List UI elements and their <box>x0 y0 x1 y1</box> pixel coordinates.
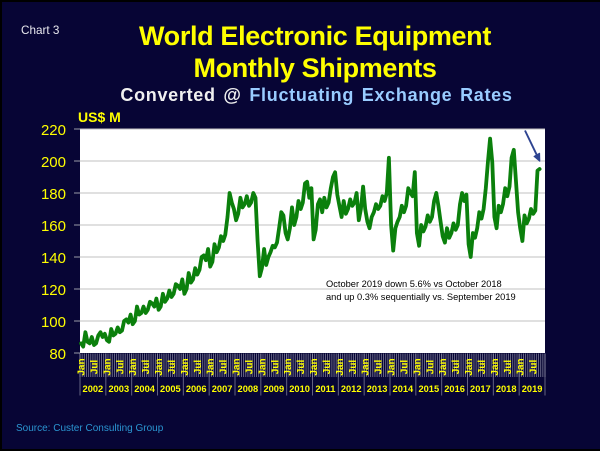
svg-text:Jul: Jul <box>400 360 411 375</box>
svg-text:Jan: Jan <box>206 358 217 375</box>
svg-text:Jan: Jan <box>387 358 398 375</box>
svg-text:2002: 2002 <box>83 384 104 394</box>
svg-text:2009: 2009 <box>263 384 284 394</box>
svg-text:2018: 2018 <box>496 384 517 394</box>
svg-text:Jan: Jan <box>180 358 191 375</box>
svg-text:Jul: Jul <box>451 360 462 375</box>
svg-text:Jan: Jan <box>438 358 449 375</box>
svg-text:Jan: Jan <box>77 358 88 375</box>
svg-text:2006: 2006 <box>186 384 207 394</box>
svg-text:2016: 2016 <box>444 384 465 394</box>
svg-text:2010: 2010 <box>289 384 310 394</box>
svg-text:Jul: Jul <box>348 360 359 375</box>
svg-text:Jul: Jul <box>193 360 204 375</box>
svg-text:2008: 2008 <box>238 384 259 394</box>
svg-text:2014: 2014 <box>393 384 415 394</box>
svg-text:2005: 2005 <box>160 384 181 394</box>
svg-text:Jul: Jul <box>296 360 307 375</box>
svg-text:Jan: Jan <box>412 358 423 375</box>
svg-text:2012: 2012 <box>341 384 362 394</box>
svg-text:2004: 2004 <box>134 384 156 394</box>
svg-text:2013: 2013 <box>367 384 388 394</box>
svg-text:Jul: Jul <box>90 360 101 375</box>
svg-text:Jan: Jan <box>516 358 527 375</box>
svg-text:Jan: Jan <box>309 358 320 375</box>
svg-text:Jan: Jan <box>257 358 268 375</box>
svg-text:Jul: Jul <box>219 360 230 375</box>
svg-text:Jan: Jan <box>361 358 372 375</box>
svg-text:Jul: Jul <box>322 360 333 375</box>
svg-text:Jan: Jan <box>154 358 165 375</box>
svg-text:Jul: Jul <box>477 360 488 375</box>
svg-text:Jan: Jan <box>335 358 346 375</box>
svg-text:Jul: Jul <box>425 360 436 375</box>
svg-text:Jan: Jan <box>102 358 113 375</box>
svg-text:Jul: Jul <box>374 360 385 375</box>
svg-text:2007: 2007 <box>212 384 233 394</box>
svg-text:2017: 2017 <box>470 384 491 394</box>
svg-text:Jul: Jul <box>141 360 152 375</box>
svg-text:2003: 2003 <box>108 384 129 394</box>
svg-text:Jan: Jan <box>283 358 294 375</box>
svg-text:Jul: Jul <box>245 360 256 375</box>
svg-text:Jul: Jul <box>115 360 126 375</box>
svg-text:Jan: Jan <box>232 358 243 375</box>
svg-text:2019: 2019 <box>522 384 543 394</box>
svg-text:Jan: Jan <box>464 358 475 375</box>
svg-text:2015: 2015 <box>418 384 439 394</box>
svg-text:2011: 2011 <box>315 384 335 394</box>
svg-text:Jan: Jan <box>490 358 501 375</box>
svg-text:Jul: Jul <box>270 360 281 375</box>
svg-text:Jul: Jul <box>167 360 178 375</box>
svg-text:Jul: Jul <box>503 360 514 375</box>
svg-text:Jul: Jul <box>529 360 540 375</box>
svg-text:Jan: Jan <box>128 358 139 375</box>
